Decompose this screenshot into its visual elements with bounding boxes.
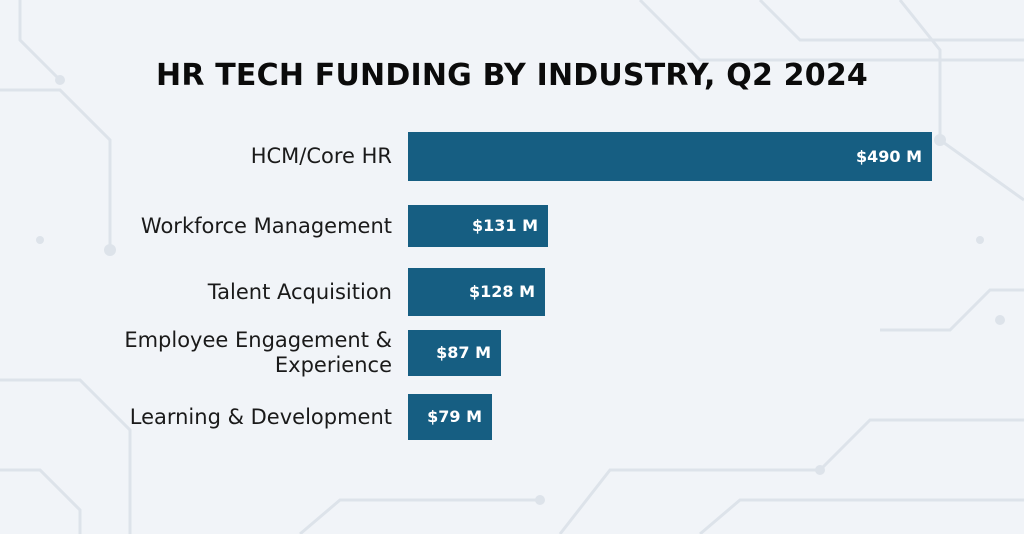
category-label: Employee Engagement & Experience bbox=[124, 328, 392, 377]
bar bbox=[408, 268, 545, 316]
bar-value-label: $490 M bbox=[855, 146, 922, 166]
bar bbox=[408, 394, 492, 440]
chart-title: HR TECH FUNDING BY INDUSTRY, Q2 2024 bbox=[156, 58, 868, 93]
bar bbox=[408, 330, 501, 376]
bar-value-label: $131 M bbox=[471, 216, 538, 235]
bar bbox=[408, 205, 548, 247]
category-label: Workforce Management bbox=[140, 213, 392, 238]
category-label: Learning & Development bbox=[129, 404, 392, 429]
bar bbox=[408, 132, 932, 181]
bar-value-label: $87 M bbox=[436, 343, 491, 362]
bar-value-label: $79 M bbox=[427, 407, 482, 426]
category-label: Talent Acquisition bbox=[207, 279, 392, 304]
category-label: HCM/Core HR bbox=[250, 144, 392, 168]
bar-value-label: $128 M bbox=[468, 282, 535, 301]
